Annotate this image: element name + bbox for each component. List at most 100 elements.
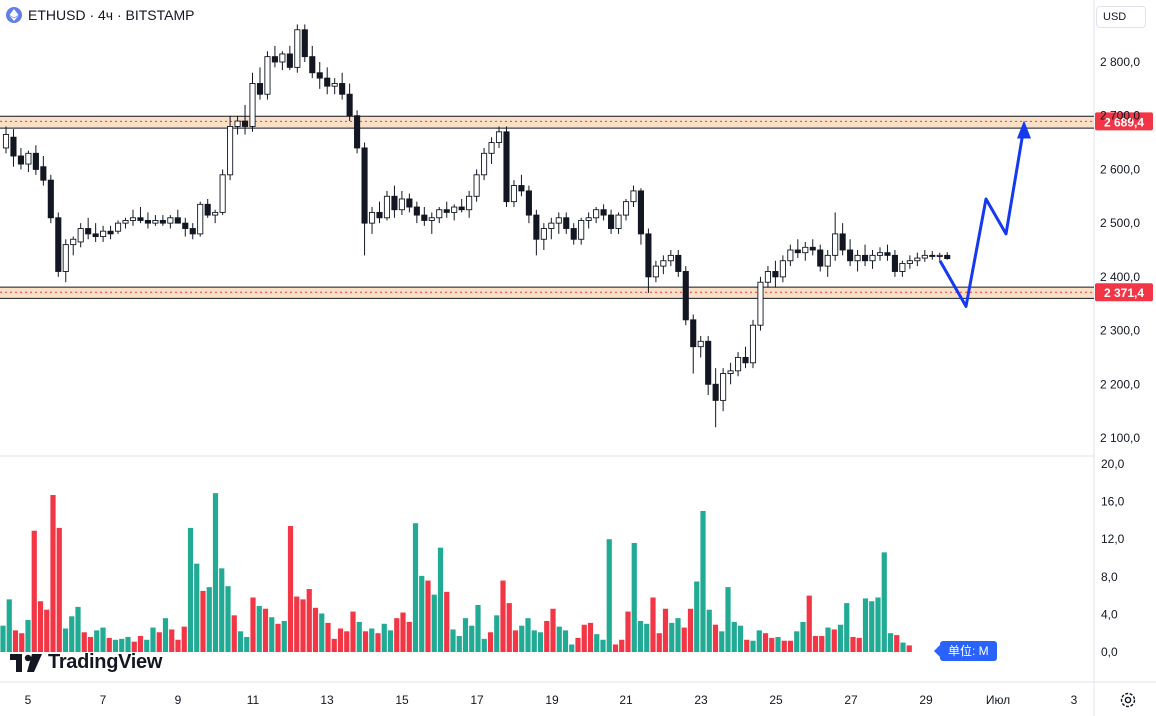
volume-bar (556, 626, 562, 652)
candle-body (794, 249, 801, 254)
time-tick-label: 5 (25, 693, 32, 707)
volume-bar (425, 580, 431, 652)
symbol-title[interactable]: ETHUSD · 4ч · BITSTAMP (6, 7, 195, 23)
volume-bar (362, 631, 369, 652)
volume-tick-label: 8,0 (1101, 570, 1118, 584)
candle-body (608, 214, 615, 229)
candle-body (727, 370, 734, 374)
candle-body (204, 203, 211, 216)
candle-body (100, 230, 107, 238)
candle-body (331, 83, 338, 87)
candle-body (25, 152, 32, 165)
volume-bar (506, 603, 512, 652)
volume-bar (706, 609, 712, 652)
candle-body (167, 217, 174, 224)
candle-body (451, 206, 458, 213)
volume-bar (356, 621, 362, 652)
volume-bar (300, 599, 306, 652)
candle-body (92, 233, 99, 238)
level-price-label: 2 371,4 (1104, 286, 1144, 300)
candle-body (406, 198, 413, 208)
candle-body (488, 142, 495, 154)
volume-bar (319, 613, 325, 652)
time-tick-label: 21 (619, 693, 633, 707)
settings-gear-icon[interactable] (1118, 690, 1138, 710)
volume-bar (194, 563, 200, 652)
volume-bar (394, 618, 400, 652)
volume-bar (237, 631, 244, 652)
time-tick-label: 11 (247, 693, 260, 707)
volume-bar (119, 638, 125, 652)
candle-body (62, 244, 69, 272)
candle-body (159, 220, 166, 224)
candle-body (779, 260, 786, 278)
volume-bar (456, 636, 462, 652)
volume-bar (494, 615, 500, 652)
volume-bar (550, 608, 556, 652)
volume-bar (256, 605, 262, 652)
volume-bar (694, 581, 700, 652)
volume-bar (887, 633, 894, 652)
volume-bar (837, 624, 844, 652)
volume-bar (800, 621, 806, 652)
candle-body (458, 206, 465, 211)
volume-bar (625, 611, 631, 652)
volume-bar (787, 640, 794, 652)
volume-bar (469, 625, 475, 652)
volume-bar (406, 621, 412, 652)
tradingview-logo[interactable]: TradingView (10, 651, 162, 674)
price-tick-label: 2 700,0 (1100, 109, 1140, 123)
volume-bar (444, 591, 450, 652)
volume-bar (850, 636, 856, 652)
candle-body (570, 228, 577, 240)
candle-body (77, 228, 84, 243)
volume-bar (250, 597, 256, 652)
candle-body (107, 230, 114, 235)
symbol-text: ETHUSD · 4ч · BITSTAMP (28, 7, 195, 23)
candle-body (764, 271, 771, 283)
volume-bar (600, 639, 606, 652)
candle-body (398, 198, 405, 211)
candle-body (637, 190, 644, 235)
candle-body (824, 254, 831, 267)
candle-body (891, 254, 898, 272)
volume-bar (281, 620, 287, 652)
candle-body (839, 233, 846, 251)
ethereum-icon (6, 7, 22, 23)
volume-bar (156, 632, 162, 652)
candle-body (944, 254, 951, 260)
candle-body (757, 281, 764, 326)
volume-bar (125, 636, 131, 652)
time-tick-label: 17 (470, 693, 484, 707)
volume-bar (675, 618, 681, 652)
candle-body (802, 246, 809, 254)
volume-bar (581, 624, 587, 652)
currency-button[interactable]: USD (1096, 6, 1146, 28)
volume-bar (500, 580, 506, 652)
volume-bar (150, 627, 156, 652)
volume-bar (231, 615, 237, 652)
volume-bar (175, 639, 181, 652)
candle-body (219, 174, 226, 213)
volume-bar (775, 636, 781, 652)
level-price-label: 2 689,4 (1104, 115, 1144, 129)
volume-bar (37, 601, 44, 652)
volume-bar (881, 552, 887, 652)
volume-bar (269, 617, 275, 652)
candle-body (466, 195, 473, 211)
volume-bar (631, 542, 637, 652)
volume-bar (869, 601, 875, 652)
volume-bar (169, 629, 175, 652)
candle-body (772, 271, 779, 278)
price-tick-label: 2 300,0 (1100, 324, 1140, 338)
time-tick-label: 7 (100, 693, 107, 707)
price-tick-label: 2 200,0 (1100, 377, 1140, 391)
candle-body (286, 53, 293, 68)
volume-bar (31, 530, 37, 652)
volume-bar (687, 608, 694, 652)
volume-bar (287, 526, 294, 652)
volume-bar (100, 627, 106, 652)
volume-bar (462, 618, 469, 652)
candle-body (615, 214, 622, 229)
